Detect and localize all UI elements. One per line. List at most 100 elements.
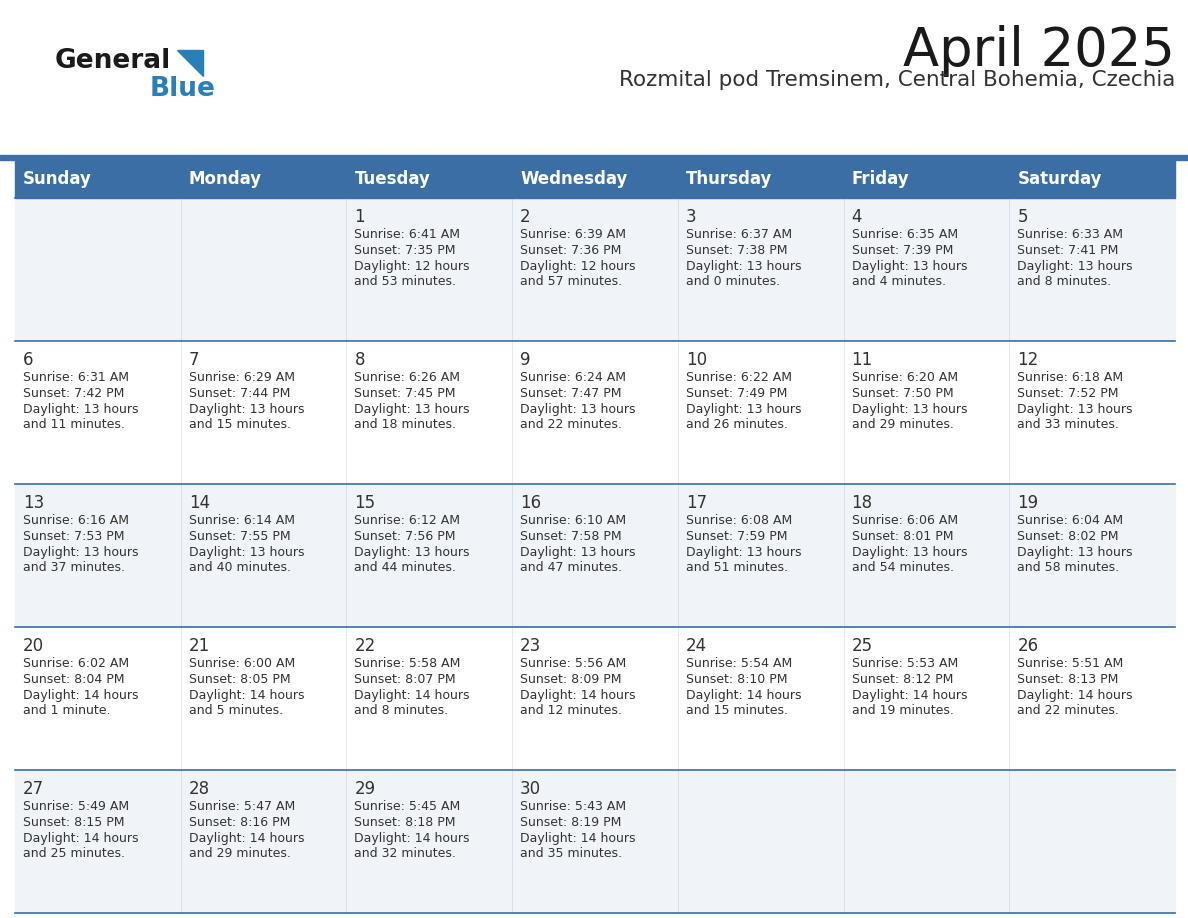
Text: and 12 minutes.: and 12 minutes. <box>520 704 623 717</box>
Text: Sunrise: 6:33 AM: Sunrise: 6:33 AM <box>1017 228 1124 241</box>
Text: Saturday: Saturday <box>1017 170 1101 188</box>
Bar <box>15 341 1175 484</box>
Bar <box>15 198 1175 341</box>
Text: and 37 minutes.: and 37 minutes. <box>23 561 125 574</box>
Text: Sunset: 7:50 PM: Sunset: 7:50 PM <box>852 387 953 400</box>
Text: Sunrise: 6:18 AM: Sunrise: 6:18 AM <box>1017 371 1124 384</box>
Text: Sunset: 7:52 PM: Sunset: 7:52 PM <box>1017 387 1119 400</box>
Text: Sunset: 7:44 PM: Sunset: 7:44 PM <box>189 387 290 400</box>
Text: Daylight: 13 hours: Daylight: 13 hours <box>354 403 470 416</box>
Text: Thursday: Thursday <box>685 170 772 188</box>
Text: 20: 20 <box>23 637 44 655</box>
Text: Sunday: Sunday <box>23 170 91 188</box>
Text: Daylight: 13 hours: Daylight: 13 hours <box>189 403 304 416</box>
Text: Sunset: 8:12 PM: Sunset: 8:12 PM <box>852 673 953 686</box>
Text: Daylight: 13 hours: Daylight: 13 hours <box>354 546 470 559</box>
Text: Sunrise: 6:35 AM: Sunrise: 6:35 AM <box>852 228 958 241</box>
Text: Sunset: 7:42 PM: Sunset: 7:42 PM <box>23 387 125 400</box>
Text: and 22 minutes.: and 22 minutes. <box>520 418 623 431</box>
Text: General: General <box>55 48 171 74</box>
Text: Sunrise: 6:10 AM: Sunrise: 6:10 AM <box>520 514 626 527</box>
Text: Daylight: 13 hours: Daylight: 13 hours <box>685 546 802 559</box>
Text: Daylight: 14 hours: Daylight: 14 hours <box>189 689 304 702</box>
Text: Sunset: 7:56 PM: Sunset: 7:56 PM <box>354 530 456 543</box>
Text: 1: 1 <box>354 208 365 226</box>
Text: April 2025: April 2025 <box>903 25 1175 77</box>
Text: Friday: Friday <box>852 170 909 188</box>
Text: and 25 minutes.: and 25 minutes. <box>23 847 125 860</box>
Text: Sunset: 7:59 PM: Sunset: 7:59 PM <box>685 530 788 543</box>
Text: 28: 28 <box>189 780 210 798</box>
Text: 8: 8 <box>354 351 365 369</box>
Text: Wednesday: Wednesday <box>520 170 627 188</box>
Text: 11: 11 <box>852 351 873 369</box>
Text: Daylight: 12 hours: Daylight: 12 hours <box>520 260 636 273</box>
Text: Sunrise: 6:22 AM: Sunrise: 6:22 AM <box>685 371 792 384</box>
Text: and 19 minutes.: and 19 minutes. <box>852 704 954 717</box>
Text: Sunset: 8:16 PM: Sunset: 8:16 PM <box>189 816 290 829</box>
Text: 17: 17 <box>685 494 707 512</box>
Text: 22: 22 <box>354 637 375 655</box>
Text: Sunset: 7:36 PM: Sunset: 7:36 PM <box>520 244 621 257</box>
Text: Sunrise: 6:16 AM: Sunrise: 6:16 AM <box>23 514 129 527</box>
Text: Sunrise: 5:43 AM: Sunrise: 5:43 AM <box>520 800 626 813</box>
Text: Sunset: 8:07 PM: Sunset: 8:07 PM <box>354 673 456 686</box>
Text: Sunset: 8:04 PM: Sunset: 8:04 PM <box>23 673 125 686</box>
Bar <box>15 770 1175 913</box>
Text: and 4 minutes.: and 4 minutes. <box>852 275 946 288</box>
Text: and 51 minutes.: and 51 minutes. <box>685 561 788 574</box>
Text: and 40 minutes.: and 40 minutes. <box>189 561 291 574</box>
Text: and 53 minutes.: and 53 minutes. <box>354 275 456 288</box>
Text: and 8 minutes.: and 8 minutes. <box>354 704 449 717</box>
Bar <box>15 160 1175 198</box>
Text: 29: 29 <box>354 780 375 798</box>
Text: Sunrise: 6:37 AM: Sunrise: 6:37 AM <box>685 228 792 241</box>
Text: and 57 minutes.: and 57 minutes. <box>520 275 623 288</box>
Text: and 35 minutes.: and 35 minutes. <box>520 847 623 860</box>
Bar <box>0 155 1188 160</box>
Text: Sunset: 8:18 PM: Sunset: 8:18 PM <box>354 816 456 829</box>
Text: Sunrise: 6:14 AM: Sunrise: 6:14 AM <box>189 514 295 527</box>
Text: Sunrise: 5:45 AM: Sunrise: 5:45 AM <box>354 800 461 813</box>
Text: Sunrise: 6:04 AM: Sunrise: 6:04 AM <box>1017 514 1124 527</box>
Text: 13: 13 <box>23 494 44 512</box>
Text: 30: 30 <box>520 780 542 798</box>
Text: Sunrise: 6:12 AM: Sunrise: 6:12 AM <box>354 514 461 527</box>
Text: and 29 minutes.: and 29 minutes. <box>189 847 291 860</box>
Text: Sunrise: 5:58 AM: Sunrise: 5:58 AM <box>354 657 461 670</box>
Text: Sunset: 8:09 PM: Sunset: 8:09 PM <box>520 673 621 686</box>
Text: Sunrise: 6:20 AM: Sunrise: 6:20 AM <box>852 371 958 384</box>
Text: Blue: Blue <box>150 76 216 102</box>
Text: Daylight: 13 hours: Daylight: 13 hours <box>852 260 967 273</box>
Text: Daylight: 14 hours: Daylight: 14 hours <box>354 689 470 702</box>
Text: Sunrise: 6:31 AM: Sunrise: 6:31 AM <box>23 371 129 384</box>
Text: Daylight: 13 hours: Daylight: 13 hours <box>23 546 139 559</box>
Text: Sunset: 8:13 PM: Sunset: 8:13 PM <box>1017 673 1119 686</box>
Text: Sunrise: 6:08 AM: Sunrise: 6:08 AM <box>685 514 792 527</box>
Text: Sunrise: 6:41 AM: Sunrise: 6:41 AM <box>354 228 461 241</box>
Text: Sunrise: 5:51 AM: Sunrise: 5:51 AM <box>1017 657 1124 670</box>
Text: 7: 7 <box>189 351 200 369</box>
Text: Daylight: 13 hours: Daylight: 13 hours <box>685 403 802 416</box>
Text: Sunset: 7:53 PM: Sunset: 7:53 PM <box>23 530 125 543</box>
Text: Sunrise: 5:49 AM: Sunrise: 5:49 AM <box>23 800 129 813</box>
Text: Sunrise: 6:26 AM: Sunrise: 6:26 AM <box>354 371 461 384</box>
Text: Daylight: 13 hours: Daylight: 13 hours <box>189 546 304 559</box>
Text: Sunrise: 5:53 AM: Sunrise: 5:53 AM <box>852 657 958 670</box>
Text: Daylight: 14 hours: Daylight: 14 hours <box>354 832 470 845</box>
Text: 19: 19 <box>1017 494 1038 512</box>
Text: Rozmital pod Tremsinem, Central Bohemia, Czechia: Rozmital pod Tremsinem, Central Bohemia,… <box>619 70 1175 90</box>
Text: 6: 6 <box>23 351 33 369</box>
Text: Sunset: 7:45 PM: Sunset: 7:45 PM <box>354 387 456 400</box>
Text: and 44 minutes.: and 44 minutes. <box>354 561 456 574</box>
Text: Sunset: 7:39 PM: Sunset: 7:39 PM <box>852 244 953 257</box>
Text: and 1 minute.: and 1 minute. <box>23 704 110 717</box>
Text: Daylight: 13 hours: Daylight: 13 hours <box>520 546 636 559</box>
Text: Sunrise: 5:47 AM: Sunrise: 5:47 AM <box>189 800 295 813</box>
Text: Sunset: 8:02 PM: Sunset: 8:02 PM <box>1017 530 1119 543</box>
Text: and 8 minutes.: and 8 minutes. <box>1017 275 1112 288</box>
Text: 4: 4 <box>852 208 862 226</box>
Text: Sunrise: 6:39 AM: Sunrise: 6:39 AM <box>520 228 626 241</box>
Text: Daylight: 13 hours: Daylight: 13 hours <box>1017 546 1133 559</box>
Text: and 29 minutes.: and 29 minutes. <box>852 418 954 431</box>
